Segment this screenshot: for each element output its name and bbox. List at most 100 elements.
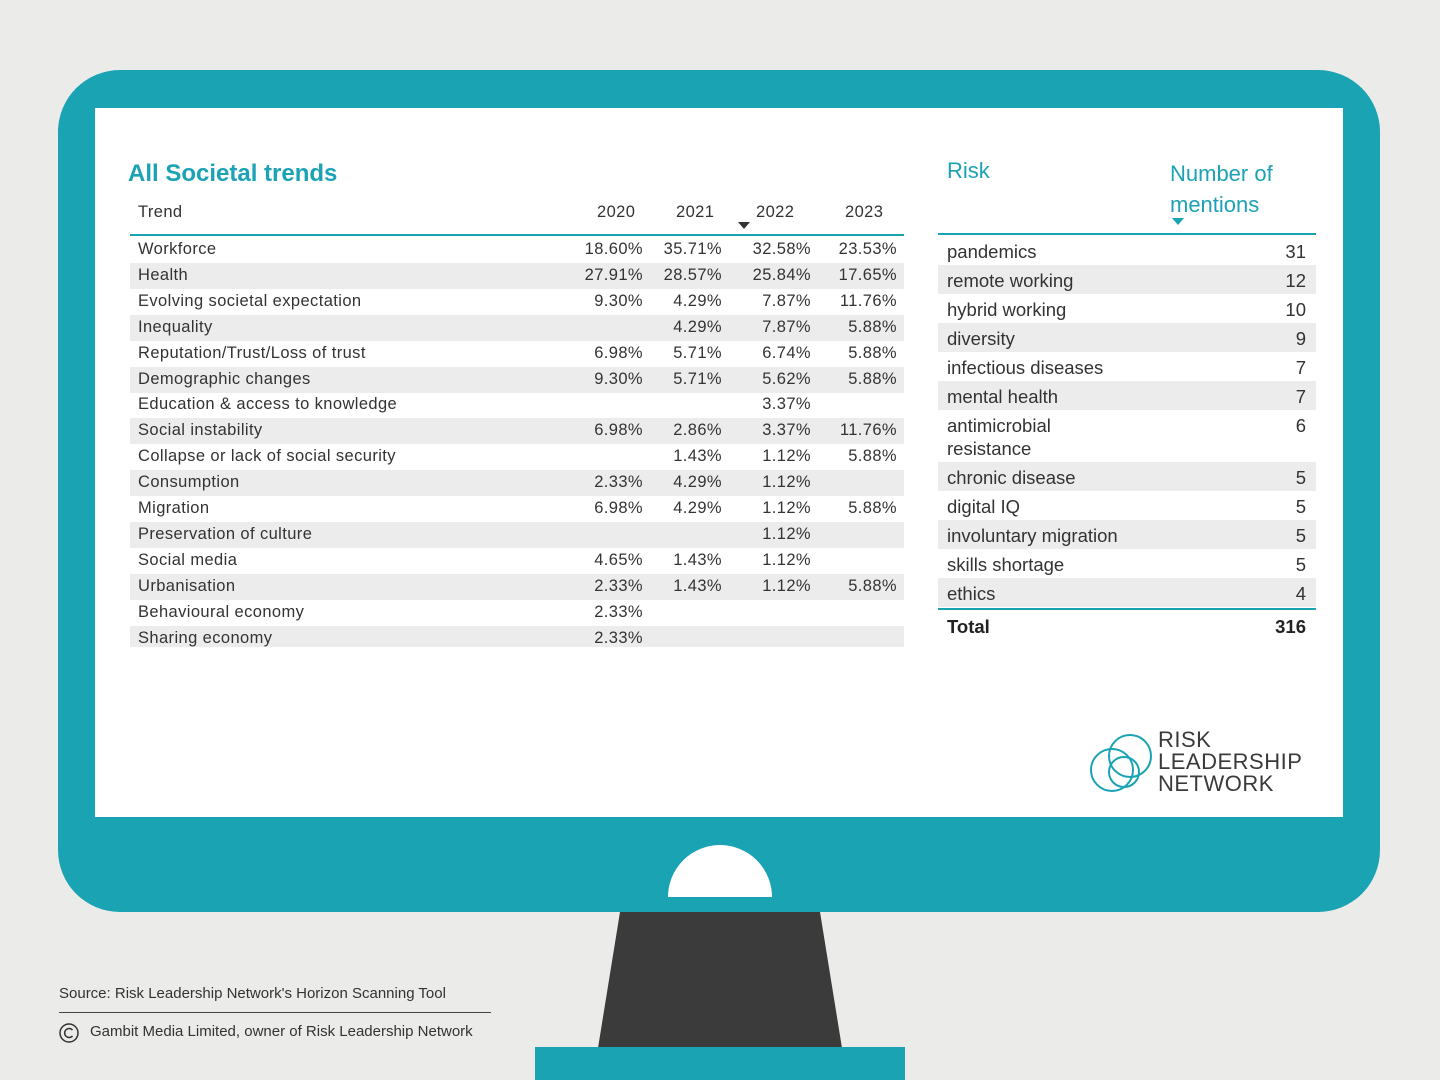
table-row: Urbanisation 2.33% 1.43% 1.12% 5.88% — [130, 573, 904, 600]
percent-cell: 3.37% — [762, 421, 811, 440]
percent-cell: 4.29% — [673, 473, 722, 492]
trend-name: Inequality — [138, 317, 213, 336]
percent-cell: 1.43% — [673, 550, 722, 569]
percent-cell: 32.58% — [752, 240, 811, 258]
trend-name: Workforce — [138, 240, 217, 258]
mention-count: 31 — [1285, 241, 1306, 262]
table-row: Inequality 4.29% 7.87% 5.88% — [130, 314, 904, 341]
trend-name: Consumption — [138, 473, 240, 492]
trend-name: Health — [138, 265, 189, 284]
mentions-header: Number of mentions — [1170, 161, 1273, 217]
table-row: Collapse or lack of social security 1.43%… — [130, 444, 904, 470]
percent-cell: 11.76% — [839, 421, 897, 440]
table-row: Education & access to knowledge 3.37% — [130, 392, 904, 418]
percent-cell: 6.74% — [762, 343, 811, 362]
trend-name: Collapse or lack of social security — [138, 447, 396, 466]
percent-cell: 17.65% — [838, 265, 897, 284]
percent-cell: 1.12% — [762, 524, 811, 543]
percent-cell: 5.88% — [848, 317, 897, 336]
column-header: 2023 — [845, 203, 884, 221]
risk-name: remote working — [947, 270, 1074, 291]
logo-text: RISK LEADERSHIP NETWORK — [1158, 729, 1302, 795]
percent-cell: 28.57% — [663, 265, 722, 284]
percent-cell: 9.30% — [594, 369, 643, 388]
mention-count: 9 — [1295, 328, 1306, 349]
column-header: 2020 — [597, 203, 636, 221]
risk-name: hybrid working — [947, 299, 1067, 320]
table-row: Demographic changes 9.30% 5.71% 5.62% 5.88% — [130, 366, 904, 393]
trend-name: Evolving societal expectation — [138, 291, 362, 310]
total-value: 316 — [1275, 616, 1306, 637]
percent-cell: 3.37% — [762, 395, 811, 414]
percent-cell: 2.33% — [594, 628, 643, 647]
sort-arrow — [738, 222, 750, 229]
risk-name: digital IQ — [947, 496, 1021, 517]
table-row: Behavioural economy 2.33% — [130, 600, 904, 626]
trend-name: Behavioural economy — [138, 602, 305, 621]
percent-cell: 5.88% — [848, 576, 897, 595]
percent-cell: 5.71% — [673, 369, 722, 388]
percent-cell: 7.87% — [762, 291, 811, 310]
risk-name: mental health — [947, 386, 1059, 407]
percent-cell: 5.88% — [848, 343, 897, 362]
percent-cell: 5.88% — [848, 447, 897, 466]
table-row: Evolving societal expectation 9.30% 4.29% 7… — [130, 289, 904, 315]
percent-cell: 6.98% — [594, 343, 643, 362]
risk-name: involuntary migration — [947, 525, 1118, 546]
percent-cell: 23.53% — [838, 240, 897, 258]
percent-cell: 4.29% — [673, 291, 722, 310]
table-row: Social instability 6.98% 2.86% 3.37% 11.76% — [130, 418, 904, 445]
column-header: 2021 — [676, 203, 715, 221]
header-line — [130, 234, 904, 236]
table-row: Workforce 18.60% 35.71% 32.58% 23.53% — [130, 237, 904, 263]
table-row: Reputation/Trust/Loss of trust 6.98% 5.71%… — [130, 341, 904, 367]
mention-count: 5 — [1295, 467, 1306, 488]
header-row: Trend 2020 2021 2022 2023 — [130, 200, 904, 226]
percent-cell: 1.43% — [673, 576, 722, 595]
table-row: infectious diseases 7 — [938, 352, 1316, 381]
risk-name: antimicrobial resistance — [947, 415, 1051, 459]
mention-count: 12 — [1285, 270, 1306, 291]
table-row: antimicrobial resistance 6 — [938, 410, 1316, 462]
risk-name: infectious diseases — [947, 357, 1104, 378]
percent-cell: 6.98% — [594, 421, 643, 440]
table-row: Sharing economy 2.33% — [130, 625, 904, 647]
percent-cell: 2.33% — [594, 602, 643, 621]
table-row: Social media 4.65% 1.43% 1.12% — [130, 548, 904, 574]
table-row: involuntary migration 5 — [938, 520, 1316, 549]
trend-name: Demographic changes — [138, 369, 311, 388]
monitor-base — [535, 1047, 905, 1080]
percent-cell: 9.30% — [594, 291, 643, 310]
mention-count: 5 — [1295, 554, 1306, 575]
total-label: Total — [947, 616, 990, 637]
table-row: pandemics 31 — [938, 236, 1316, 265]
risk-name: diversity — [947, 328, 1015, 349]
percent-cell: 25.84% — [752, 265, 811, 284]
percent-cell: 2.33% — [594, 576, 643, 595]
table-title: All Societal trends — [128, 160, 338, 187]
table-row: ethics 4 — [938, 578, 1316, 607]
total-row: Total 316 — [938, 611, 1316, 640]
trend-name: Education & access to knowledge — [138, 395, 398, 414]
risk-header: Risk — [947, 158, 990, 183]
percent-cell: 35.71% — [663, 240, 722, 258]
logo-line: RISK — [1158, 727, 1212, 752]
source-note: Source: Risk Leadership Network's Horizo… — [59, 985, 446, 1002]
risk-name: chronic disease — [947, 467, 1076, 488]
table-row: mental health 7 — [938, 381, 1316, 410]
trend-name: Social media — [138, 550, 238, 569]
mention-count: 7 — [1295, 357, 1306, 378]
percent-cell: 4.29% — [673, 499, 722, 517]
percent-cell: 5.88% — [848, 369, 897, 388]
risk-name: ethics — [947, 583, 996, 604]
percent-cell: 4.65% — [594, 550, 643, 569]
mention-count: 5 — [1295, 525, 1306, 546]
percent-cell: 1.12% — [762, 447, 811, 466]
footer-rule — [59, 1012, 491, 1013]
table-row: hybrid working 10 — [938, 294, 1316, 323]
table-row: skills shortage 5 — [938, 549, 1316, 578]
monitor-stand — [598, 912, 842, 1048]
mention-count: 4 — [1295, 583, 1306, 604]
table-row: Consumption 2.33% 4.29% 1.12% — [130, 470, 904, 497]
